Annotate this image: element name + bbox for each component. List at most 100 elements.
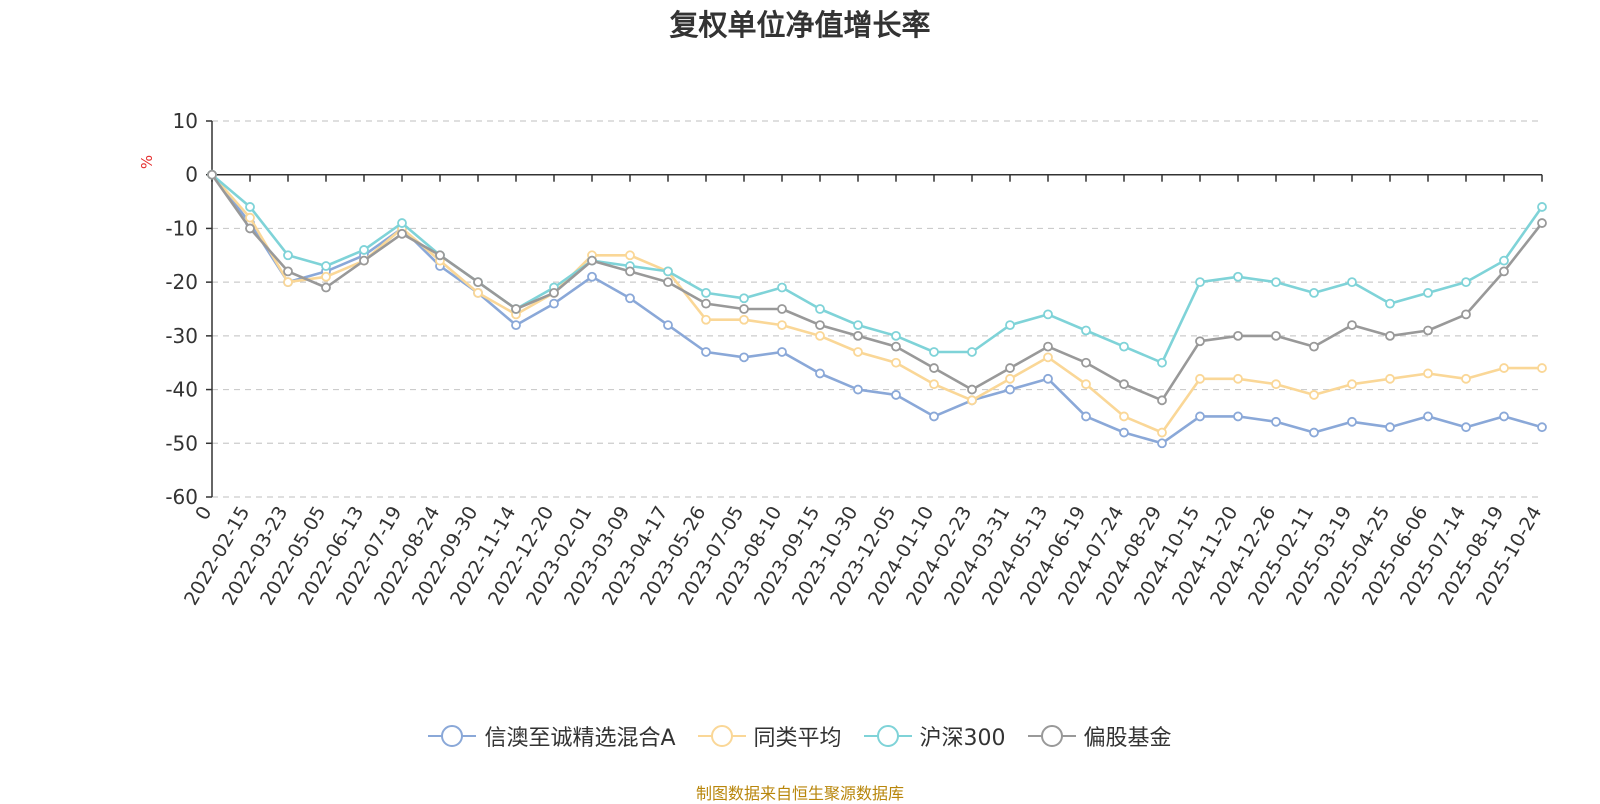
data-point[interactable] [1423, 325, 1433, 336]
data-point[interactable] [929, 411, 939, 422]
data-point[interactable] [245, 202, 255, 212]
data-point[interactable] [1309, 390, 1319, 400]
data-point[interactable] [1461, 373, 1471, 384]
data-point[interactable] [1423, 368, 1433, 379]
data-point[interactable] [777, 320, 787, 331]
data-point[interactable] [321, 261, 331, 271]
data-point[interactable] [1081, 325, 1091, 336]
legend-item-csi300[interactable]: 沪深300 [863, 720, 1006, 752]
data-point[interactable] [891, 330, 901, 341]
data-point[interactable] [1081, 379, 1091, 390]
data-point[interactable] [511, 320, 521, 331]
data-point[interactable] [1537, 363, 1547, 373]
data-point[interactable] [359, 245, 369, 255]
data-point[interactable] [1119, 411, 1129, 422]
data-point[interactable] [1347, 277, 1357, 288]
data-point[interactable] [1043, 309, 1053, 320]
legend-item-fund[interactable]: 信澳至诚精选混合A [428, 720, 676, 752]
data-point[interactable] [549, 298, 559, 309]
data-point[interactable] [701, 287, 711, 298]
data-point[interactable] [245, 223, 255, 234]
data-point[interactable] [1423, 287, 1433, 298]
data-point[interactable] [321, 282, 331, 293]
data-point[interactable] [1119, 379, 1129, 390]
data-point[interactable] [1043, 352, 1053, 363]
data-point[interactable] [929, 379, 939, 390]
data-point[interactable] [929, 347, 939, 357]
data-point[interactable] [1385, 373, 1395, 384]
data-point[interactable] [1043, 373, 1053, 384]
data-point[interactable] [891, 357, 901, 368]
data-point[interactable] [245, 212, 255, 223]
legend-item-equity-funds[interactable]: 偏股基金 [1027, 720, 1172, 752]
data-point[interactable] [1499, 255, 1509, 266]
data-point[interactable] [1005, 373, 1015, 384]
data-point[interactable] [625, 293, 635, 304]
data-point[interactable] [1537, 422, 1547, 433]
data-point[interactable] [1157, 427, 1167, 438]
data-point[interactable] [1157, 438, 1167, 449]
data-point[interactable] [967, 384, 977, 395]
data-point[interactable] [1195, 373, 1205, 384]
data-point[interactable] [1119, 341, 1129, 352]
data-point[interactable] [1195, 277, 1205, 288]
data-point[interactable] [663, 277, 673, 288]
data-point[interactable] [1499, 363, 1509, 373]
data-point[interactable] [853, 330, 863, 341]
data-point[interactable] [815, 330, 825, 341]
data-point[interactable] [1499, 411, 1509, 422]
data-point[interactable] [739, 352, 749, 363]
data-point[interactable] [1157, 357, 1167, 368]
data-point[interactable] [853, 320, 863, 331]
data-point[interactable] [891, 341, 901, 352]
data-point[interactable] [967, 347, 977, 357]
data-point[interactable] [397, 228, 407, 239]
data-point[interactable] [1271, 277, 1281, 288]
data-point[interactable] [1233, 271, 1243, 282]
data-point[interactable] [321, 271, 331, 282]
data-point[interactable] [625, 250, 635, 261]
data-point[interactable] [1233, 330, 1243, 341]
data-point[interactable] [549, 287, 559, 298]
data-point[interactable] [967, 395, 977, 406]
data-point[interactable] [1309, 287, 1319, 298]
data-point[interactable] [359, 255, 369, 266]
data-point[interactable] [1537, 202, 1547, 212]
data-point[interactable] [587, 255, 597, 266]
data-point[interactable] [777, 282, 787, 293]
data-point[interactable] [663, 266, 673, 277]
data-point[interactable] [587, 271, 597, 282]
data-point[interactable] [473, 277, 483, 288]
data-point[interactable] [283, 250, 293, 261]
data-point[interactable] [815, 304, 825, 314]
data-point[interactable] [1309, 341, 1319, 352]
data-point[interactable] [473, 287, 483, 298]
data-point[interactable] [815, 368, 825, 379]
data-point[interactable] [1043, 341, 1053, 352]
data-point[interactable] [1347, 379, 1357, 390]
data-point[interactable] [1005, 363, 1015, 373]
data-point[interactable] [853, 384, 863, 395]
data-point[interactable] [625, 266, 635, 277]
data-point[interactable] [1537, 218, 1547, 228]
data-point[interactable] [1385, 298, 1395, 309]
data-point[interactable] [283, 277, 293, 288]
data-point[interactable] [1271, 416, 1281, 427]
data-point[interactable] [1271, 379, 1281, 390]
data-point[interactable] [1347, 320, 1357, 331]
data-point[interactable] [207, 169, 217, 180]
data-point[interactable] [777, 347, 787, 357]
data-point[interactable] [739, 304, 749, 314]
data-point[interactable] [1081, 411, 1091, 422]
data-point[interactable] [1233, 411, 1243, 422]
data-point[interactable] [1461, 422, 1471, 433]
data-point[interactable] [283, 266, 293, 277]
data-point[interactable] [1195, 411, 1205, 422]
data-point[interactable] [1081, 357, 1091, 368]
data-point[interactable] [891, 390, 901, 400]
data-point[interactable] [701, 298, 711, 309]
data-point[interactable] [1271, 330, 1281, 341]
data-point[interactable] [815, 320, 825, 331]
data-point[interactable] [1385, 422, 1395, 433]
legend-item-peer-avg[interactable]: 同类平均 [697, 720, 842, 752]
